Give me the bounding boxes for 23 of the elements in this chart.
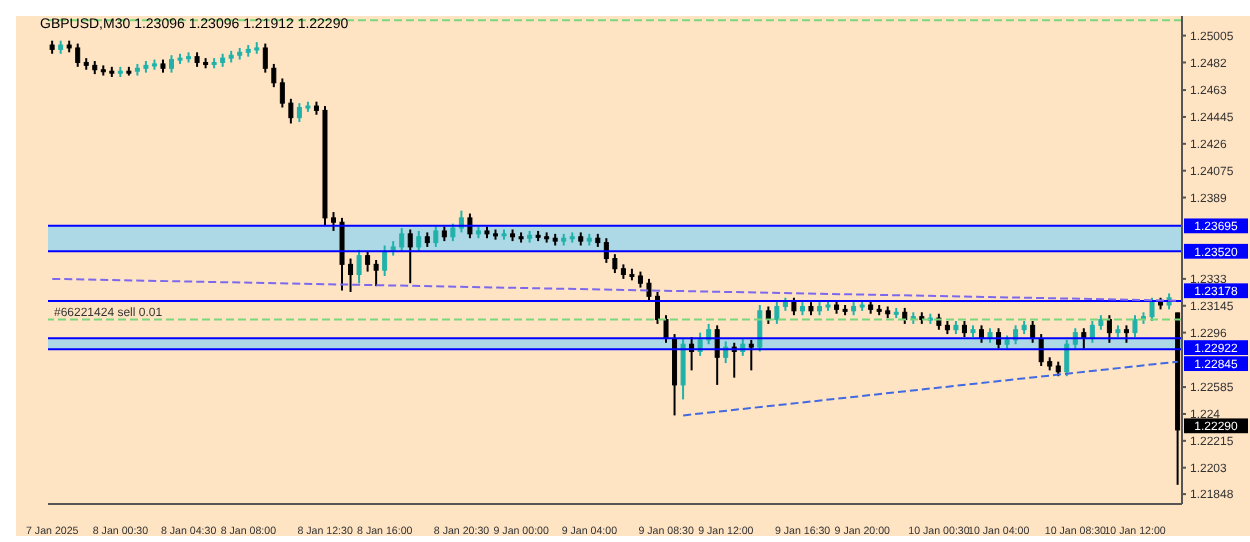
candlestick [697, 331, 703, 357]
candlestick [1149, 296, 1155, 322]
candlestick [382, 244, 388, 277]
candlestick [757, 304, 763, 353]
candlestick [672, 333, 678, 417]
candlestick [748, 338, 754, 372]
candlestick [75, 42, 81, 68]
candlestick [467, 212, 473, 240]
candlestick [373, 259, 379, 288]
candlestick [399, 227, 405, 253]
candlestick [1106, 314, 1112, 344]
candlestick [680, 337, 686, 401]
candlestick [416, 229, 422, 253]
candlestick [1064, 338, 1070, 378]
candlestick [339, 216, 345, 292]
candlestick [663, 314, 669, 344]
candlestick [458, 209, 464, 234]
candlestick [407, 228, 413, 285]
candlestick [1132, 314, 1138, 338]
candlestick [774, 299, 780, 325]
candlestick [356, 248, 362, 285]
candlestick [365, 250, 371, 273]
candlestick [433, 225, 439, 248]
